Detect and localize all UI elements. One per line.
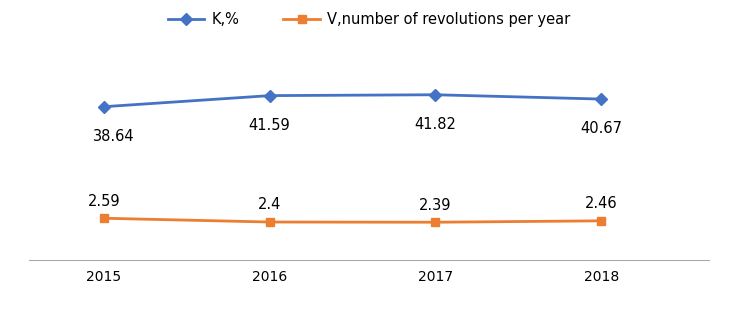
Text: 40.67: 40.67 [580,121,622,136]
Line: V,number of revolutions per year: V,number of revolutions per year [99,214,605,226]
Text: 38.64: 38.64 [93,129,135,144]
Text: 41.59: 41.59 [249,118,290,133]
V,number of revolutions per year [431,220,440,224]
K,% [431,93,440,97]
V,number of revolutions per year [99,216,108,220]
K,% [597,97,606,101]
Text: 41.82: 41.82 [414,117,456,132]
K,% [99,105,108,109]
Text: 2.39: 2.39 [420,198,452,213]
V,number of revolutions per year [597,219,606,223]
Text: 2.46: 2.46 [585,196,618,211]
K,% [265,94,274,97]
Text: 2.59: 2.59 [88,193,120,208]
Text: 2.4: 2.4 [258,197,281,212]
V,number of revolutions per year [265,220,274,224]
Line: K,%: K,% [99,90,605,111]
Legend: K,%, V,number of revolutions per year: K,%, V,number of revolutions per year [162,6,576,33]
